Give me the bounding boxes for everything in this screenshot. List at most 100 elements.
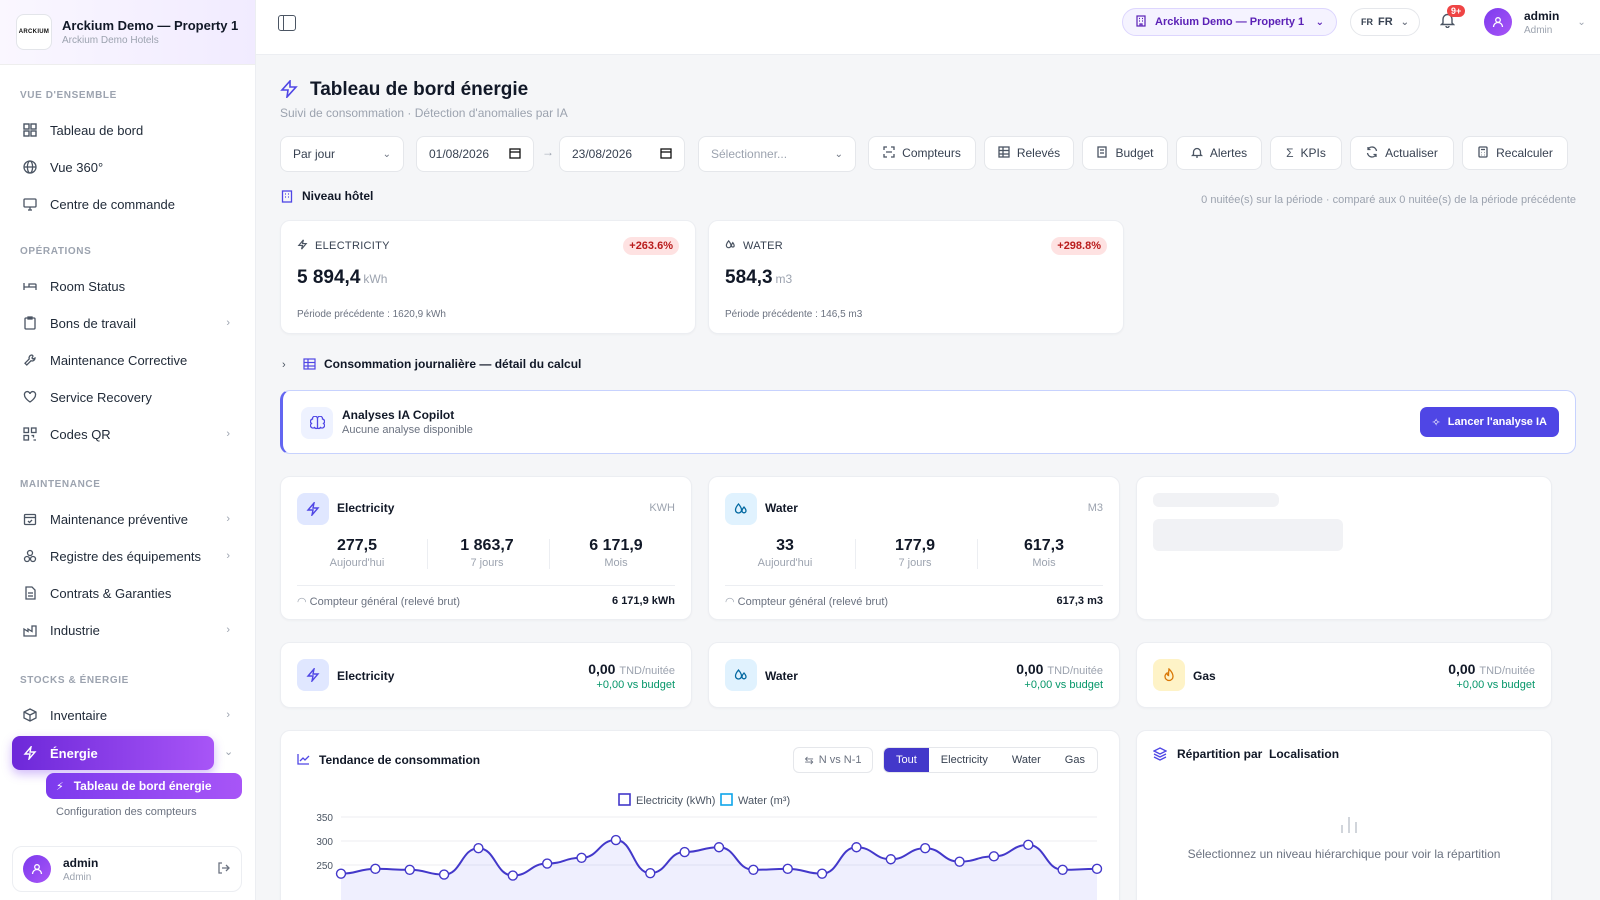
meter-card-water: Water M3 33 Aujourd'hui 177,9 7 jours 617,… bbox=[708, 476, 1120, 620]
sidebar-item-room-status[interactable]: Room Status bbox=[12, 269, 242, 303]
period-select[interactable]: Par jour ⌄ bbox=[280, 136, 404, 172]
stat-value: 617,3 bbox=[1023, 537, 1065, 554]
sidebar-item-energy[interactable]: Énergie bbox=[12, 736, 214, 770]
sidebar-item-dashboard[interactable]: Tableau de bord bbox=[12, 113, 242, 147]
legend-swatch bbox=[618, 793, 631, 806]
tab-gas[interactable]: Gas bbox=[1064, 754, 1085, 766]
y-tick-label: 300 bbox=[316, 837, 333, 848]
sidebar-user-card[interactable]: admin Admin bbox=[12, 846, 242, 892]
budget-value-number: 0,00 bbox=[1016, 661, 1044, 677]
daily-detail-toggle[interactable]: Consommation journalière — détail du cal… bbox=[324, 357, 582, 371]
user-menu[interactable]: admin Admin ⌄ bbox=[1484, 8, 1586, 36]
sidebar-item-label: Vue 360° bbox=[50, 159, 104, 175]
divider bbox=[855, 539, 856, 569]
calendar-icon[interactable] bbox=[660, 147, 672, 162]
date-to-value: 23/08/2026 bbox=[572, 147, 633, 161]
budget-button[interactable]: Budget bbox=[1082, 136, 1168, 170]
sidebar-item-view360[interactable]: Vue 360° bbox=[12, 150, 242, 184]
sidebar-item-service-recovery[interactable]: Service Recovery bbox=[12, 380, 242, 414]
sidebar-subitem-meters-config[interactable]: Configuration des compteurs bbox=[56, 806, 197, 818]
sigma-icon: Σ bbox=[1286, 146, 1294, 160]
alerts-button[interactable]: Alertes bbox=[1176, 136, 1262, 170]
recalculate-button[interactable]: Recalculer bbox=[1462, 136, 1568, 170]
date-from-input[interactable]: 01/08/2026 bbox=[416, 136, 534, 172]
calculator-icon bbox=[1477, 145, 1489, 161]
electricity-point bbox=[679, 846, 690, 858]
bell-icon bbox=[1190, 146, 1203, 161]
chevron-down-icon: ⌄ bbox=[1577, 16, 1586, 28]
sidebar-item-contracts[interactable]: Contrats & Garanties bbox=[12, 576, 242, 610]
chevron-down-icon: ⌄ bbox=[1315, 16, 1324, 28]
chevron-right-icon[interactable]: › bbox=[282, 359, 286, 371]
sidebar-item-industry[interactable]: Industrie › bbox=[12, 613, 242, 647]
run-ai-analysis-button[interactable]: ✧ Lancer l'analyse IA bbox=[1419, 407, 1559, 437]
kpi-label: WATER bbox=[743, 240, 783, 252]
sidebar-item-command-center[interactable]: Centre de commande bbox=[12, 187, 242, 221]
stat-month: 617,3 Mois bbox=[984, 537, 1104, 569]
kpi-value-number: 584,3 bbox=[725, 267, 773, 288]
legend-label: Water (m³) bbox=[738, 795, 790, 807]
logout-icon[interactable] bbox=[217, 861, 231, 878]
tab-electricity[interactable]: Electricity bbox=[940, 754, 988, 766]
refresh-button[interactable]: Actualiser bbox=[1350, 136, 1454, 170]
sidebar-toggle-icon[interactable] bbox=[278, 15, 296, 31]
droplets-icon bbox=[725, 659, 757, 691]
date-to-input[interactable]: 23/08/2026 bbox=[559, 136, 685, 172]
kpis-button[interactable]: Σ KPIs bbox=[1270, 136, 1342, 170]
sidebar-item-corrective[interactable]: Maintenance Corrective bbox=[12, 343, 242, 377]
meter-foot-value: 6 171,9 kWh bbox=[612, 595, 675, 607]
org-name: Arckium Demo — Property 1 bbox=[62, 18, 239, 33]
electricity-point bbox=[713, 842, 725, 853]
divider bbox=[549, 539, 550, 569]
readings-button-label: Relevés bbox=[1016, 146, 1061, 160]
kpi-unit: kWh bbox=[363, 272, 388, 286]
sidebar-item-qr-codes[interactable]: Codes QR › bbox=[12, 417, 242, 451]
stat-today: 277,5 Aujourd'hui bbox=[297, 537, 417, 569]
recalculate-button-label: Recalculer bbox=[1496, 146, 1553, 160]
language-selector[interactable]: FR FR ⌄ bbox=[1350, 8, 1420, 36]
sidebar-header[interactable]: ARCKIUM Arckium Demo — Property 1 Arckiu… bbox=[0, 0, 255, 65]
tab-all[interactable]: Tout bbox=[884, 748, 929, 772]
sidebar-item-inventory[interactable]: Inventaire › bbox=[12, 698, 242, 732]
meters-button[interactable]: Compteurs bbox=[868, 136, 976, 170]
electricity-point bbox=[988, 851, 1000, 862]
kpi-card-electricity: ELECTRICITY +263.6% 5 894,4 kWh Période p… bbox=[280, 220, 696, 334]
chevron-down-icon[interactable]: ⌄ bbox=[224, 746, 234, 758]
sidebar-item-label: Service Recovery bbox=[50, 389, 152, 405]
compare-yoy-label: N vs N-1 bbox=[818, 754, 862, 766]
meter-foot-label-text: Compteur général (relevé brut) bbox=[737, 596, 889, 608]
stat-label: 7 jours bbox=[898, 557, 932, 569]
language-code: FR bbox=[1361, 17, 1373, 27]
meter-foot-label: ◠ Compteur général (relevé brut) bbox=[297, 595, 460, 608]
sidebar-subitem-energy-dashboard[interactable]: ⚡ Tableau de bord énergie bbox=[46, 773, 242, 799]
readings-button[interactable]: Relevés bbox=[984, 136, 1074, 170]
kpi-value: 584,3 m3 bbox=[725, 267, 792, 289]
gauge-icon: ◠ bbox=[297, 596, 310, 608]
location-select[interactable]: Sélectionner... ⌄ bbox=[698, 136, 856, 172]
sidebar-item-label: Centre de commande bbox=[50, 196, 176, 212]
electricity-point bbox=[645, 867, 656, 879]
calendar-icon[interactable] bbox=[509, 147, 521, 162]
factory-icon bbox=[22, 622, 38, 638]
sidebar-item-preventive[interactable]: Maintenance préventive › bbox=[12, 502, 242, 536]
sidebar-item-work-orders[interactable]: Bons de travail › bbox=[12, 306, 242, 340]
property-selector-label: Arckium Demo — Property 1 bbox=[1155, 16, 1305, 28]
meter-foot-label-text: Compteur général (relevé brut) bbox=[309, 596, 461, 608]
tab-water[interactable]: Water bbox=[1011, 754, 1041, 766]
sidebar-item-label: Maintenance préventive bbox=[50, 511, 189, 527]
repartition-dimension[interactable]: Localisation bbox=[1269, 747, 1340, 761]
kpi-delta-badge: +263.6% bbox=[623, 237, 679, 255]
user-role: Admin bbox=[1524, 24, 1553, 36]
sidebar-item-equipment[interactable]: Registre des équipements › bbox=[12, 539, 242, 573]
refresh-button-label: Actualiser bbox=[1385, 146, 1438, 160]
user-name: admin bbox=[63, 855, 99, 870]
page-subtitle: Suivi de consommation · Détection d'anom… bbox=[280, 106, 568, 120]
heart-handshake-icon bbox=[22, 389, 38, 405]
divider bbox=[297, 585, 675, 586]
ai-card-title: Analyses IA Copilot bbox=[342, 408, 455, 422]
property-selector[interactable]: Arckium Demo — Property 1 ⌄ bbox=[1122, 8, 1337, 36]
refresh-icon bbox=[1366, 145, 1378, 161]
compare-yoy-button[interactable]: ⇆ N vs N-1 bbox=[793, 747, 873, 773]
sidebar-item-label: Maintenance Corrective bbox=[50, 352, 188, 368]
stat-value: 33 bbox=[776, 537, 794, 554]
